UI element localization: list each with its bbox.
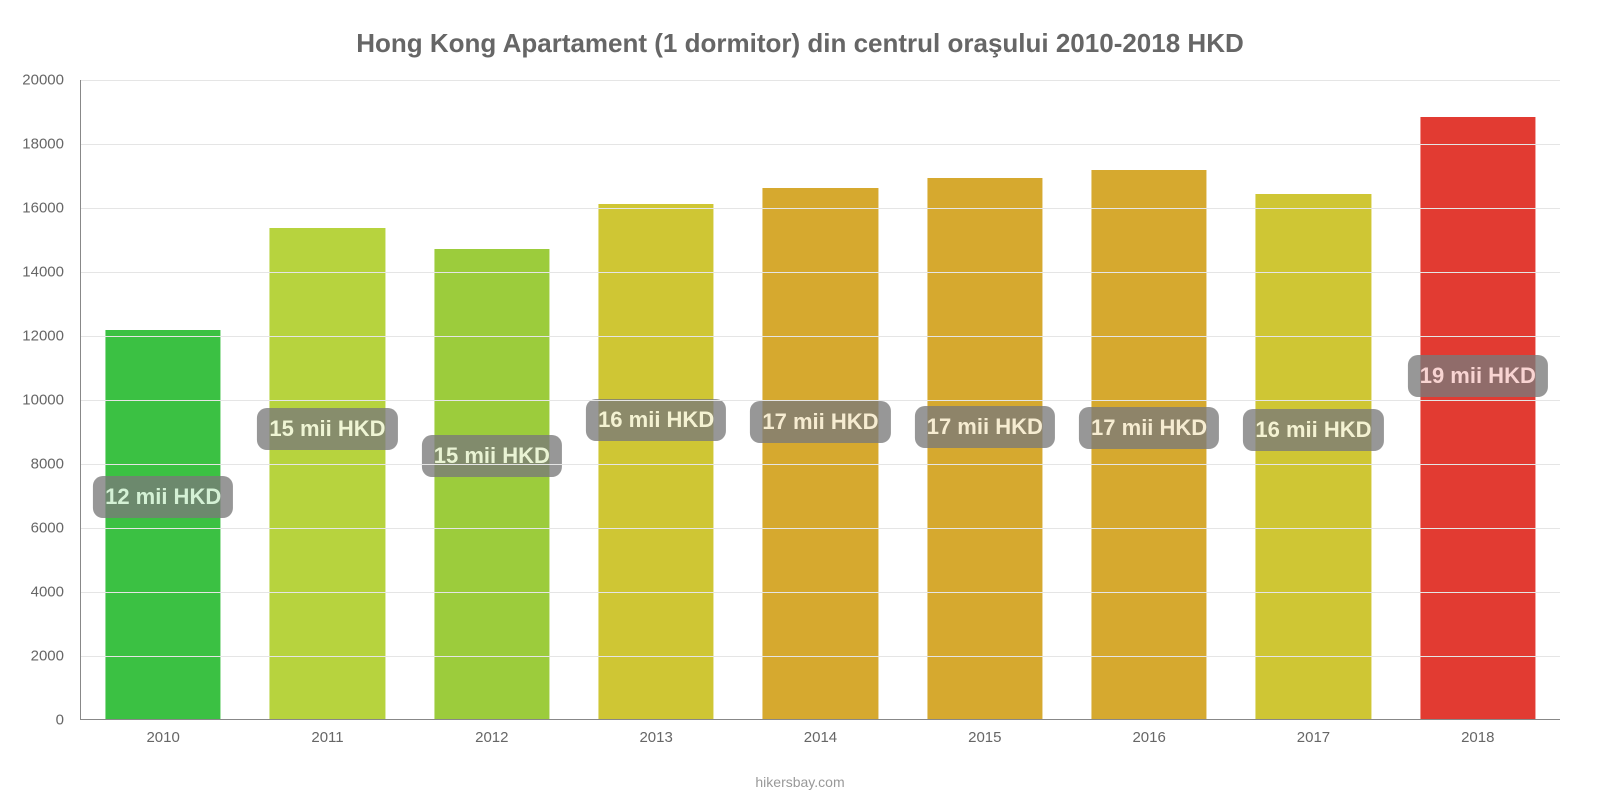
gridline	[81, 208, 1560, 209]
y-axis-tick: 18000	[22, 136, 64, 153]
bar-value-label: 17 mii HKD	[1079, 407, 1219, 449]
y-axis-tick: 6000	[31, 520, 64, 537]
chart-title: Hong Kong Apartament (1 dormitor) din ce…	[0, 28, 1600, 59]
y-axis-tick: 0	[56, 712, 64, 729]
bar	[270, 228, 385, 719]
chart-container: Hong Kong Apartament (1 dormitor) din ce…	[0, 0, 1600, 800]
bar-value-label: 15 mii HKD	[257, 408, 397, 450]
gridline	[81, 336, 1560, 337]
y-axis-tick: 10000	[22, 392, 64, 409]
bar-value-label: 16 mii HKD	[586, 399, 726, 441]
bar-value-label: 12 mii HKD	[93, 476, 233, 518]
gridline	[81, 144, 1560, 145]
gridline	[81, 80, 1560, 81]
bar	[106, 330, 221, 719]
x-axis-tick: 2018	[1461, 729, 1494, 746]
chart-footer: hikersbay.com	[0, 774, 1600, 790]
gridline	[81, 656, 1560, 657]
bar	[927, 178, 1042, 719]
x-axis-tick: 2017	[1297, 729, 1330, 746]
gridline	[81, 592, 1560, 593]
x-axis-tick: 2010	[146, 729, 179, 746]
bar	[763, 188, 878, 719]
x-axis-tick: 2011	[311, 729, 343, 746]
bar-value-label: 16 mii HKD	[1243, 409, 1383, 451]
gridline	[81, 400, 1560, 401]
y-axis-tick: 4000	[31, 584, 64, 601]
x-axis-tick: 2013	[639, 729, 672, 746]
x-axis-tick: 2016	[1132, 729, 1165, 746]
bar	[599, 204, 714, 719]
gridline	[81, 464, 1560, 465]
bar-value-label: 17 mii HKD	[750, 401, 890, 443]
x-axis-tick: 2012	[475, 729, 508, 746]
bar	[434, 249, 549, 719]
bar-value-label: 17 mii HKD	[915, 406, 1055, 448]
bar-value-label: 19 mii HKD	[1408, 355, 1548, 397]
gridline	[81, 528, 1560, 529]
bar-value-label: 15 mii HKD	[422, 435, 562, 477]
y-axis-tick: 12000	[22, 328, 64, 345]
y-axis-tick: 16000	[22, 200, 64, 217]
x-axis-tick: 2015	[968, 729, 1001, 746]
y-axis-tick: 20000	[22, 72, 64, 89]
y-axis-tick: 8000	[31, 456, 64, 473]
gridline	[81, 272, 1560, 273]
plot-area: 12 mii HKD201015 mii HKD201115 mii HKD20…	[80, 80, 1560, 720]
x-axis-tick: 2014	[804, 729, 837, 746]
y-axis-tick: 2000	[31, 648, 64, 665]
y-axis-tick: 14000	[22, 264, 64, 281]
